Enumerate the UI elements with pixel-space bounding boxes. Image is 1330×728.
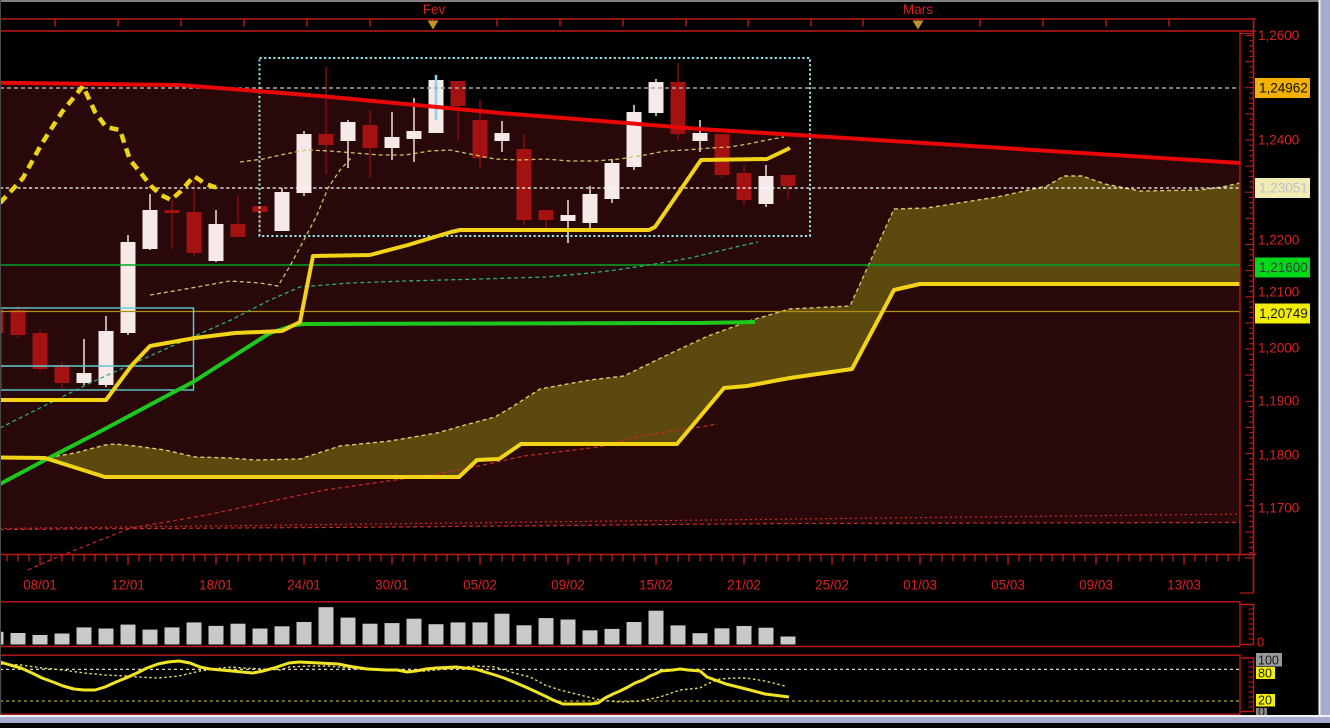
svg-text:Fev: Fev (423, 2, 446, 17)
svg-text:1,2400: 1,2400 (1258, 133, 1299, 148)
svg-text:18/01: 18/01 (199, 578, 233, 593)
svg-text:1,2600: 1,2600 (1258, 28, 1299, 43)
svg-text:Mars: Mars (903, 2, 933, 17)
svg-text:05/02: 05/02 (463, 578, 497, 593)
svg-text:05/03: 05/03 (991, 578, 1025, 593)
svg-text:09/03: 09/03 (1079, 578, 1113, 593)
svg-text:1,23051: 1,23051 (1259, 181, 1308, 196)
svg-text:01/03: 01/03 (903, 578, 937, 593)
svg-text:1,24962: 1,24962 (1259, 81, 1308, 96)
svg-text:30/01: 30/01 (375, 578, 409, 593)
svg-text:1,2200: 1,2200 (1258, 233, 1299, 248)
svg-text:1,1800: 1,1800 (1258, 448, 1299, 463)
svg-text:100: 100 (1258, 654, 1279, 668)
svg-text:21/02: 21/02 (727, 578, 761, 593)
svg-text:0: 0 (1257, 636, 1264, 650)
svg-text:1,2100: 1,2100 (1258, 285, 1299, 300)
svg-text:80: 80 (1258, 667, 1272, 681)
svg-text:08/01: 08/01 (23, 578, 57, 593)
svg-text:09/02: 09/02 (551, 578, 585, 593)
svg-text:1,1700: 1,1700 (1258, 501, 1299, 516)
svg-text:13/03: 13/03 (1167, 578, 1201, 593)
svg-text:1,1900: 1,1900 (1258, 394, 1299, 409)
svg-text:15/02: 15/02 (639, 578, 673, 593)
svg-text:1,2000: 1,2000 (1258, 341, 1299, 356)
svg-text:25/02: 25/02 (815, 578, 849, 593)
svg-text:24/01: 24/01 (287, 578, 321, 593)
svg-text:12/01: 12/01 (111, 578, 145, 593)
svg-text:1,21600: 1,21600 (1259, 260, 1308, 275)
svg-text:1,20749: 1,20749 (1259, 306, 1308, 321)
